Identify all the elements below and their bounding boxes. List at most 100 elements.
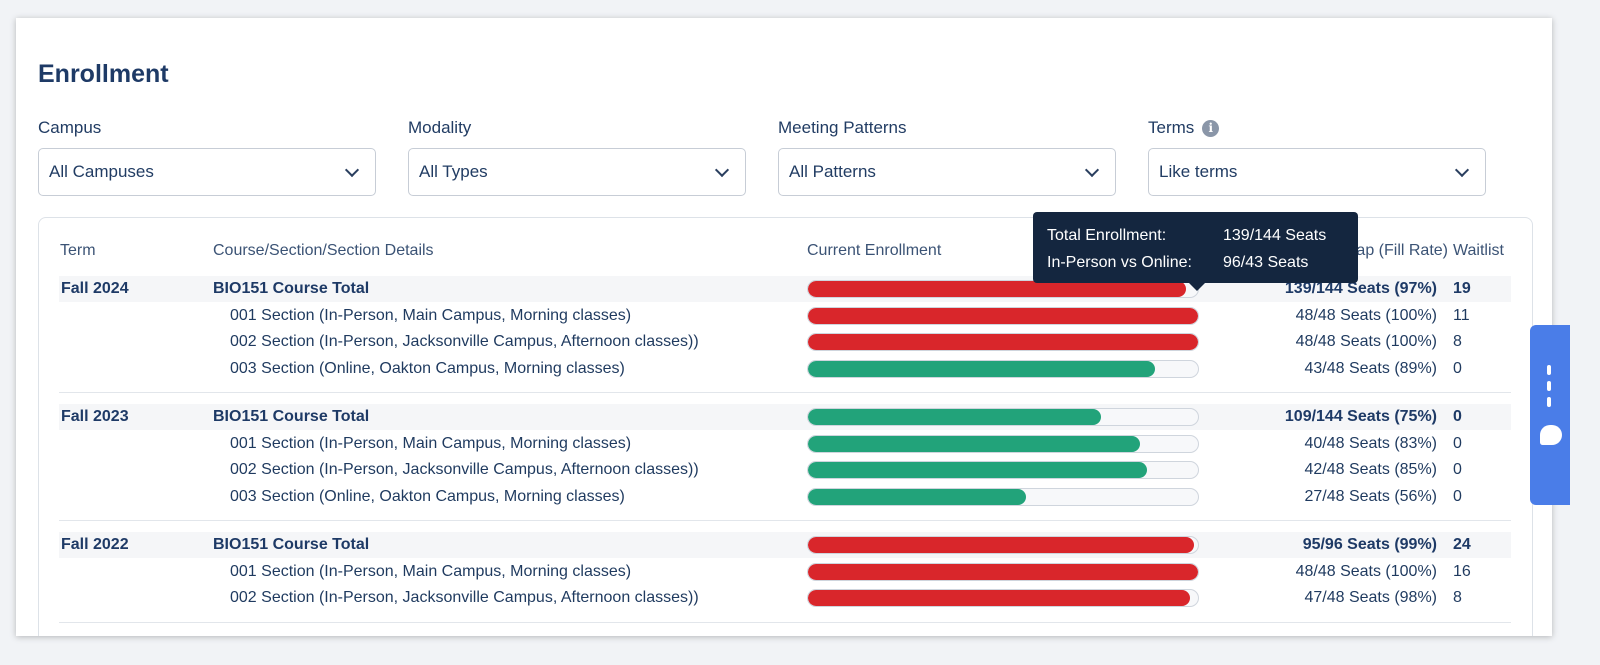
filter-campus-label: Campus — [38, 118, 102, 137]
terms-select-value: Like terms — [1159, 162, 1238, 181]
section-label: 002 Section (In-Person, Jacksonville Cam… — [230, 333, 699, 350]
enrollment-tooltip: Total Enrollment: 139/144 Seats In-Perso… — [1033, 212, 1358, 291]
section-label: 001 Section (In-Person, Main Campus, Mor… — [230, 306, 632, 324]
chevron-down-icon — [1084, 162, 1100, 177]
enrollment-bar[interactable] — [807, 461, 1199, 479]
tooltip-value: 96/43 Seats — [1223, 253, 1309, 271]
waitlist-count: 0 — [1453, 359, 1462, 377]
terms-select[interactable]: Like terms — [1148, 148, 1486, 196]
section-row[interactable]: 001 Section (In-Person, Main Campus, Mor… — [59, 303, 1511, 329]
waitlist-count: 0 — [1453, 487, 1462, 505]
waitlist-count: 8 — [1453, 589, 1462, 606]
chat-icon — [1540, 425, 1562, 445]
enrollment-bar-fill — [808, 360, 1156, 377]
enrollment-bar-fill — [808, 488, 1027, 505]
cap-fill-rate: 43/48 Seats (89%) — [1304, 359, 1437, 377]
group-divider — [59, 520, 1511, 521]
course-total-row[interactable]: Fall 2022 BIO151 Course Total 95/96 Seats … — [59, 532, 1511, 558]
enrollment-bar[interactable] — [807, 408, 1199, 426]
feedback-side-tab[interactable] — [1530, 325, 1570, 505]
waitlist-count: 0 — [1453, 408, 1462, 425]
enrollment-bar-fill — [808, 435, 1140, 452]
section-row[interactable]: 002 Section (In-Person, Jacksonville Cam… — [59, 585, 1511, 611]
course-total-row[interactable]: Fall 2024 BIO151 Course Total 139/144 Seat… — [59, 276, 1511, 302]
info-icon[interactable]: i — [1202, 119, 1220, 137]
chevron-down-icon — [714, 162, 730, 177]
enrollment-bar[interactable] — [807, 589, 1199, 607]
course-total-label: BIO151 Course Total — [213, 408, 370, 425]
enrollment-bar-fill — [808, 462, 1148, 478]
enrollment-bar-track — [807, 408, 1199, 426]
modality-select[interactable]: All Types — [408, 148, 746, 196]
enrollment-bar[interactable] — [807, 333, 1199, 351]
filter-terms-label: Terms — [1148, 118, 1195, 137]
section-row[interactable]: 002 Section (In-Person, Jacksonville Cam… — [59, 329, 1511, 355]
enrollment-bar-track — [807, 562, 1199, 581]
enrollment-bar-fill — [808, 590, 1191, 606]
enrollment-bar[interactable] — [807, 359, 1199, 378]
waitlist-count: 16 — [1453, 562, 1471, 580]
cap-fill-rate: 95/96 Seats (99%) — [1302, 536, 1437, 553]
campus-select[interactable]: All Campuses — [38, 148, 376, 196]
section-label: 001 Section (In-Person, Main Campus, Mor… — [230, 434, 632, 452]
enrollment-bar-track — [807, 434, 1199, 453]
tooltip-value: 139/144 Seats — [1223, 226, 1327, 244]
modality-select-value: All Types — [419, 162, 488, 181]
section-row[interactable]: 001 Section (In-Person, Main Campus, Mor… — [59, 431, 1511, 457]
cap-fill-rate: 48/48 Seats (100%) — [1295, 306, 1437, 324]
header-course: Course/Section/Section Details — [213, 242, 434, 259]
waitlist-count: 0 — [1453, 434, 1462, 452]
term-label: Fall 2024 — [61, 280, 129, 297]
section-label: 001 Section (In-Person, Main Campus, Mor… — [230, 562, 632, 580]
header-waitlist: Waitlist — [1453, 242, 1504, 259]
section-label: 003 Section (Online, Oakton Campus, Morn… — [230, 359, 625, 377]
chevron-down-icon — [344, 162, 360, 177]
filter-campus: Campus All Campuses — [38, 116, 376, 196]
cap-fill-rate: 48/48 Seats (100%) — [1295, 562, 1437, 580]
term-label: Fall 2023 — [61, 408, 129, 425]
filter-modality: Modality All Types — [408, 116, 746, 196]
cap-fill-rate: 48/48 Seats (100%) — [1295, 333, 1437, 350]
meeting-patterns-select[interactable]: All Patterns — [778, 148, 1116, 196]
section-row[interactable]: 002 Section (In-Person, Jacksonville Cam… — [59, 457, 1511, 483]
section-row[interactable]: 003 Section (Online, Oakton Campus, Morn… — [59, 484, 1511, 510]
waitlist-count: 8 — [1453, 333, 1462, 350]
enrollment-bar[interactable] — [807, 434, 1199, 453]
waitlist-count: 0 — [1453, 461, 1462, 478]
enrollment-bar-fill — [808, 409, 1101, 425]
enrollment-bar[interactable] — [807, 280, 1199, 298]
enrollment-bar[interactable] — [807, 487, 1199, 506]
enrollment-bar[interactable] — [807, 536, 1199, 554]
course-total-label: BIO151 Course Total — [213, 280, 370, 297]
section-label: 003 Section (Online, Oakton Campus, Morn… — [230, 487, 625, 505]
chevron-down-icon — [1454, 162, 1470, 177]
header-enrollment: Current Enrollment — [807, 242, 942, 259]
cap-fill-rate: 27/48 Seats (56%) — [1304, 487, 1437, 505]
cap-fill-rate: 139/144 Seats (97%) — [1284, 280, 1437, 297]
enrollment-bar-track — [807, 359, 1199, 378]
enrollment-bar-fill — [808, 334, 1198, 350]
enrollment-bar-fill — [808, 537, 1195, 553]
filter-meeting-patterns-label: Meeting Patterns — [778, 118, 907, 137]
course-total-label: BIO151 Course Total — [213, 536, 370, 553]
enrollment-bar[interactable] — [807, 562, 1199, 581]
enrollment-table: Term Course/Section/Section Details Curr… — [38, 217, 1533, 636]
enrollment-bar-track — [807, 536, 1199, 554]
group-divider — [59, 621, 1511, 623]
enrollment-card: Enrollment Campus All Campuses Modality … — [16, 18, 1552, 636]
waitlist-count: 24 — [1453, 536, 1471, 553]
section-row[interactable]: 001 Section (In-Person, Main Campus, Mor… — [59, 559, 1511, 585]
section-label: 002 Section (In-Person, Jacksonville Cam… — [230, 461, 699, 478]
cap-fill-rate: 42/48 Seats (85%) — [1304, 461, 1437, 478]
group-divider — [59, 392, 1511, 393]
term-label: Fall 2022 — [61, 536, 129, 553]
filter-meeting-patterns: Meeting Patterns All Patterns — [778, 116, 1116, 196]
section-row[interactable]: 003 Section (Online, Oakton Campus, Morn… — [59, 356, 1511, 382]
enrollment-bar-track — [807, 306, 1199, 325]
tooltip-label: In-Person vs Online: — [1047, 253, 1192, 271]
enrollment-bar-fill — [808, 281, 1187, 297]
course-total-row[interactable]: Fall 2023 BIO151 Course Total 109/144 Seat… — [59, 404, 1511, 430]
enrollment-bar[interactable] — [807, 306, 1199, 325]
enrollment-bar-track — [807, 333, 1199, 351]
enrollment-bar-fill — [808, 307, 1198, 324]
